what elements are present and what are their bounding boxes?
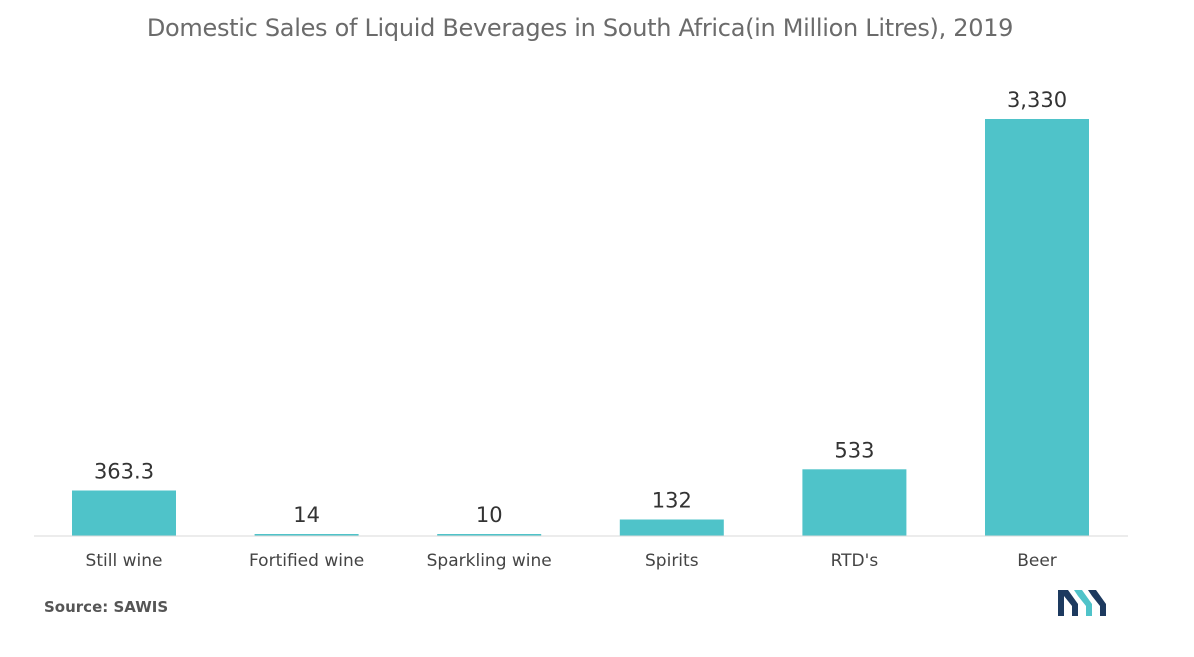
chart-title: Domestic Sales of Liquid Beverages in So… [146,14,1014,42]
mordor-intelligence-logo-icon [1058,590,1106,616]
bar-fortified-wine [254,534,359,536]
bar-spirits [619,519,724,536]
x-tick-labels-group: Still wine Fortified wine Sparkling wine Sp… [86,551,1057,571]
bar-rtd-s [802,469,907,536]
x-tick-label: Sparkling wine [427,551,552,571]
x-tick-label: Spirits [645,551,699,571]
bars-group [72,119,1089,536]
x-tick-label: RTD's [831,551,879,571]
value-label: 14 [293,503,320,527]
bar-still-wine [72,490,176,536]
value-label: 10 [476,503,503,527]
bar-sparkling-wine [437,534,542,536]
value-label: 3,330 [1007,88,1067,112]
value-label: 533 [834,438,874,462]
x-tick-label: Beer [1017,551,1057,571]
value-label: 363.3 [94,460,154,484]
value-label: 132 [652,489,692,513]
value-labels-group: 363.3 14 10 132 533 3,330 [94,88,1067,527]
bar-beer [985,119,1089,536]
x-tick-label: Still wine [86,551,163,571]
source-note: Source: SAWIS [44,598,169,616]
x-tick-label: Fortified wine [249,551,364,571]
